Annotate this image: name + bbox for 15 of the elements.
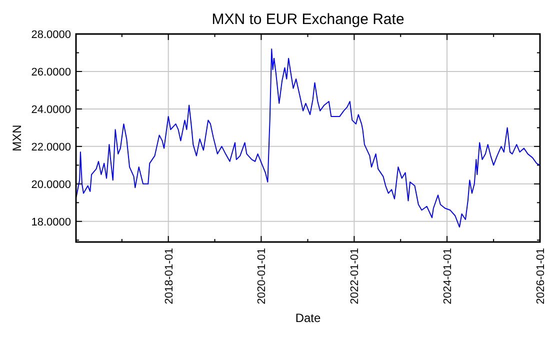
x-tick-label: 2024-01-01	[442, 248, 454, 304]
y-tick-label: 22.0000	[31, 141, 71, 154]
line-series	[76, 48, 540, 228]
x-axis-title: Date	[295, 311, 321, 325]
x-tick-label: 2026-01-01	[535, 248, 547, 304]
chart-title: MXN to EUR Exchange Rate	[212, 11, 404, 28]
x-tick-label: 2022-01-01	[349, 248, 362, 304]
y-tick-label: 18.0000	[31, 216, 71, 228]
x-tick-label: 2018-01-01	[163, 248, 176, 304]
y-tick-label: 24.0000	[31, 104, 71, 116]
y-axis-title: MXN	[10, 124, 24, 152]
y-tick-label: 26.0000	[31, 66, 71, 78]
x-tick-label: 2020-01-01	[256, 248, 268, 304]
y-tick-label: 28.0000	[31, 29, 71, 41]
y-tick-label: 20.0000	[31, 178, 71, 191]
